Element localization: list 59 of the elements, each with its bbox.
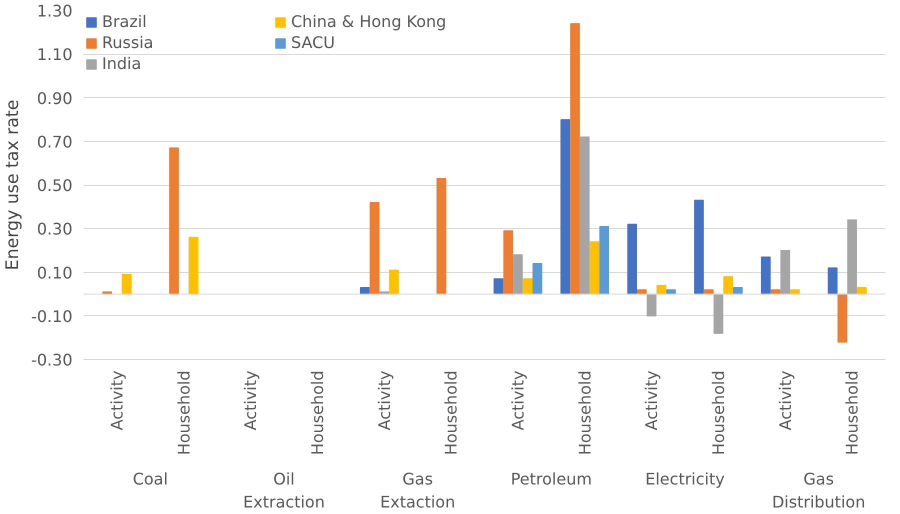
bar (580, 136, 590, 295)
x-tick-label: Household (842, 370, 862, 456)
bar (389, 270, 399, 295)
bar (828, 267, 838, 295)
text: Oil Extraction (243, 470, 325, 512)
bar (723, 276, 734, 295)
y-tick-label: 0.70 (36, 132, 72, 152)
text: Petroleum (510, 470, 592, 488)
x-tick-label: Activity (374, 370, 394, 430)
bar (188, 236, 198, 295)
bar (694, 200, 704, 295)
x-tick-label: Activity (508, 370, 528, 430)
x-tick-label: Activity (241, 370, 260, 430)
bar (436, 178, 446, 295)
legend-label: India (102, 54, 142, 73)
bar (560, 119, 570, 295)
x-tick-label: Activity (107, 370, 126, 430)
y-tick-label: -0.10 (31, 306, 73, 326)
bar (570, 23, 580, 295)
x-tick-label: Household (308, 370, 327, 456)
y-tick-label: 1.10 (36, 45, 72, 64)
y-tick-label: -0.30 (31, 350, 73, 370)
bar (532, 263, 542, 295)
text: Electricity (645, 470, 725, 488)
bar (599, 226, 610, 295)
bar (122, 274, 132, 295)
bar (627, 224, 638, 295)
x-tick-label: Activity (776, 370, 795, 430)
bar (503, 230, 514, 295)
text: Coal (132, 470, 168, 488)
legend-label: Brazil (102, 12, 148, 31)
y-tick-label: 1.30 (36, 2, 72, 20)
bar (780, 250, 790, 295)
bar (590, 241, 600, 295)
y-tick-label: 0.10 (36, 263, 72, 282)
bar (169, 147, 179, 295)
bar (714, 294, 724, 334)
bar (370, 202, 380, 295)
bar (646, 294, 656, 316)
text: Gas Distribution (772, 470, 866, 512)
x-tick-label: Household (708, 370, 728, 456)
bar (837, 294, 848, 343)
text: Gas Extaction (380, 470, 456, 512)
x-tick-label: Activity (642, 370, 662, 430)
bar (760, 256, 771, 295)
legend-label: Russia (102, 33, 154, 52)
x-tick-label: Household (174, 370, 194, 456)
bar (522, 278, 533, 295)
y-tick-label: 0.50 (36, 176, 72, 195)
x-tick-label: Household (575, 370, 594, 456)
y-tick-label: 0.90 (36, 88, 72, 108)
legend-label: SACU (291, 33, 336, 52)
y-axis-title: Energy use tax rate (3, 100, 24, 270)
bar (494, 278, 504, 295)
y-tick-label: 0.30 (36, 220, 72, 239)
x-tick-label: Household (442, 370, 461, 456)
bar (847, 219, 857, 295)
bar (513, 254, 523, 295)
legend-label: China & Hong Kong (291, 12, 448, 31)
